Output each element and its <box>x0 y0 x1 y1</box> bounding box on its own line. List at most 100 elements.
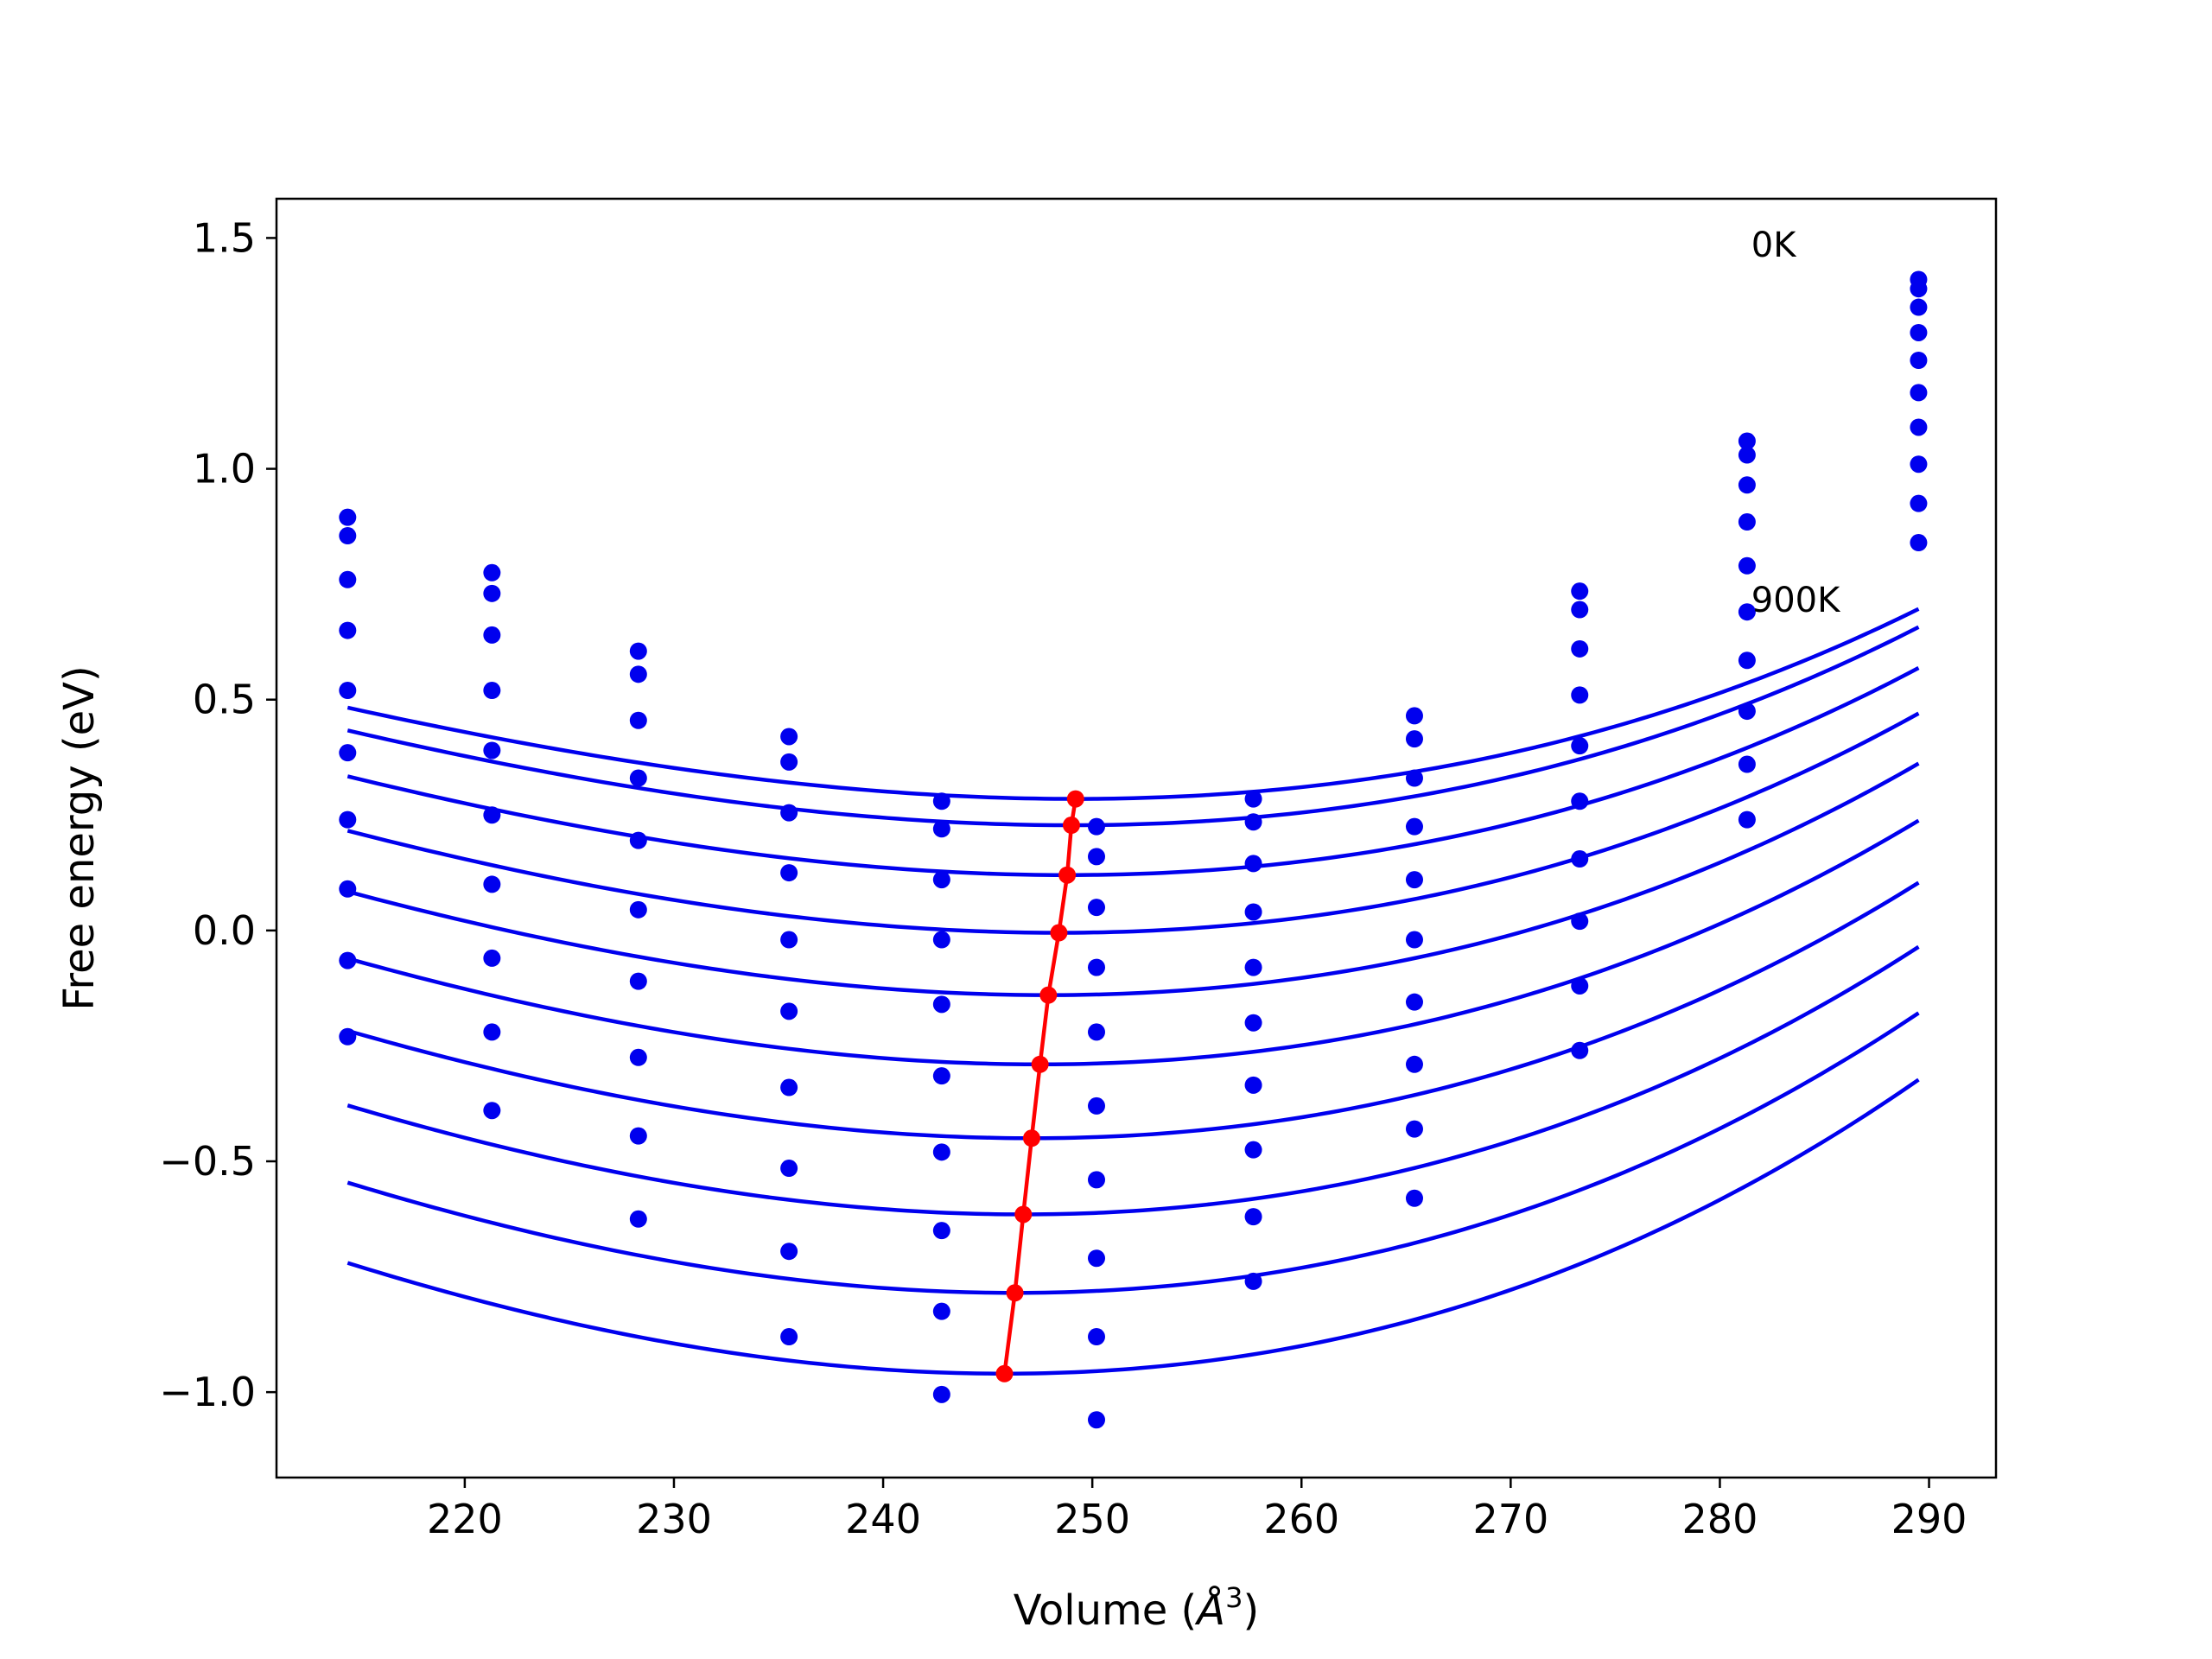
data-point-s9-11 <box>1910 494 1928 512</box>
plot-frame <box>275 197 1998 1479</box>
data-point-s3-3 <box>629 711 647 729</box>
minimum-point-1 <box>1066 790 1084 808</box>
y-tick-label-1: −0.5 <box>159 1138 256 1185</box>
data-point-s10-1 <box>339 1027 357 1046</box>
data-point-s9-9 <box>1571 976 1589 995</box>
minimum-point-8 <box>1014 1205 1033 1224</box>
data-point-s9-4 <box>780 1243 798 1261</box>
fit-curve-8 <box>346 944 1920 1217</box>
data-point-s4-8 <box>1405 817 1423 836</box>
x-tick-label-250: 250 <box>1054 1496 1130 1542</box>
data-point-s6-6 <box>1088 1096 1105 1115</box>
data-point-s8-1 <box>339 880 357 898</box>
data-point-s6-7 <box>1244 1014 1262 1032</box>
data-point-s4-7 <box>1244 903 1262 921</box>
data-point-s10-10 <box>1738 810 1756 829</box>
data-point-s10-2 <box>483 1102 501 1120</box>
minimum-point-9 <box>1006 1284 1024 1302</box>
data-point-s6-4 <box>780 1002 798 1020</box>
data-point-s10-5 <box>932 1385 950 1403</box>
data-point-s3-4 <box>780 804 798 822</box>
x-tick-label-290: 290 <box>1891 1496 1967 1542</box>
minimum-point-6 <box>1031 1055 1049 1073</box>
data-point-s8-3 <box>629 1048 647 1066</box>
data-points <box>339 270 1928 1429</box>
data-point-s5-7 <box>1244 958 1262 976</box>
minima-line <box>995 790 1084 1382</box>
data-point-s3-2 <box>483 626 501 644</box>
data-point-s4-6 <box>1088 958 1105 976</box>
data-point-s2-10 <box>1738 446 1756 464</box>
data-point-s6-9 <box>1571 792 1589 810</box>
data-point-s5-5 <box>932 995 950 1014</box>
data-point-s2-8 <box>1405 730 1423 748</box>
data-point-s7-6 <box>1088 1171 1105 1189</box>
x-tick-label-230: 230 <box>636 1496 712 1542</box>
data-point-s1-6 <box>1088 817 1105 836</box>
data-point-s7-3 <box>629 972 647 990</box>
data-point-s5-1 <box>339 682 357 700</box>
data-point-s8-7 <box>1244 1141 1262 1159</box>
data-point-s8-2 <box>483 949 501 967</box>
x-tick-label-270: 270 <box>1472 1496 1548 1542</box>
data-point-s2-3 <box>629 665 647 683</box>
fit-curve-9 <box>346 1011 1920 1295</box>
data-point-s2-9 <box>1571 601 1589 619</box>
data-point-s7-11 <box>1910 418 1928 436</box>
data-point-s6-10 <box>1738 603 1756 621</box>
data-point-s8-9 <box>1571 912 1589 931</box>
x-axis-label: Volume (Å3) <box>1014 1581 1259 1635</box>
data-point-s10-8 <box>1405 1189 1423 1207</box>
data-point-s5-10 <box>1738 556 1756 575</box>
data-point-s7-10 <box>1738 652 1756 670</box>
minima-path <box>1002 798 1078 1375</box>
data-point-s10-7 <box>1244 1272 1262 1290</box>
data-point-s2-11 <box>1910 280 1928 298</box>
data-point-s1-8 <box>1405 707 1423 725</box>
data-point-s2-2 <box>483 584 501 602</box>
y-axis-label: Free energy (eV) <box>55 665 104 1010</box>
x-tick-label-220: 220 <box>427 1496 503 1542</box>
data-point-s3-8 <box>1405 769 1423 787</box>
data-point-s1-1 <box>339 508 357 526</box>
fit-curves <box>346 607 1920 1376</box>
data-point-s3-1 <box>339 570 357 588</box>
x-axis-ticks: 220 230 240 250 260 270 280 290 <box>427 1478 1967 1542</box>
fit-curve-3 <box>346 666 1920 877</box>
minimum-point-3 <box>1058 866 1077 884</box>
data-point-s10-11 <box>1910 534 1928 552</box>
data-point-s2-5 <box>932 820 950 838</box>
data-point-s7-7 <box>1244 1076 1262 1094</box>
data-point-s10-9 <box>1571 1041 1589 1059</box>
data-point-s4-3 <box>629 769 647 787</box>
data-point-s1-4 <box>780 728 798 746</box>
y-tick-label-4: 1.0 <box>193 446 256 493</box>
data-point-s9-6 <box>1088 1328 1105 1346</box>
data-point-s3-9 <box>1571 639 1589 658</box>
data-point-s4-10 <box>1738 513 1756 531</box>
data-point-s7-8 <box>1405 993 1423 1011</box>
data-point-s8-11 <box>1910 455 1928 474</box>
data-point-s3-6 <box>1088 899 1105 917</box>
data-point-s6-1 <box>339 744 357 762</box>
data-point-s2-1 <box>339 527 357 545</box>
minimum-point-5 <box>1039 986 1058 1004</box>
data-point-s5-4 <box>780 931 798 949</box>
y-tick-label-2: 0.0 <box>193 907 256 954</box>
y-axis-ticks: −1.0 −0.5 0.0 0.5 1.0 1.5 <box>159 214 276 1415</box>
data-point-s7-2 <box>483 875 501 893</box>
data-point-s3-5 <box>932 871 950 889</box>
data-point-s9-2 <box>483 1023 501 1041</box>
data-point-s5-11 <box>1910 352 1928 369</box>
fit-curve-5 <box>346 761 1920 997</box>
y-tick-label-5: 1.5 <box>193 214 256 261</box>
data-point-s9-10 <box>1738 755 1756 773</box>
minimum-point-4 <box>1050 924 1068 942</box>
data-point-s9-7 <box>1244 1208 1262 1226</box>
data-point-s4-9 <box>1571 686 1589 704</box>
data-point-s1-9 <box>1571 582 1589 601</box>
fit-curve-1 <box>346 607 1920 801</box>
data-point-s2-7 <box>1244 813 1262 831</box>
data-point-s7-1 <box>339 810 357 829</box>
